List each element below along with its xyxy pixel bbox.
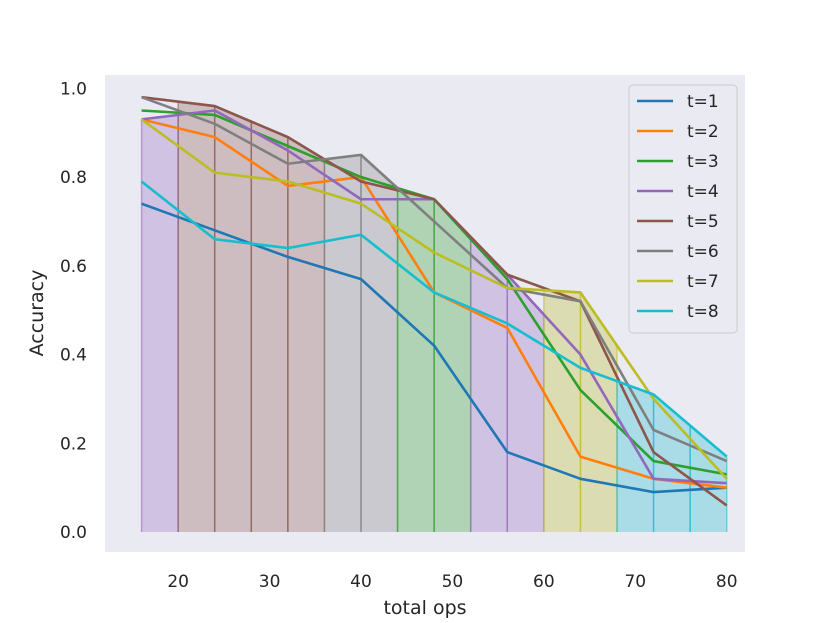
legend-label-t=4: t=4 [687, 182, 719, 202]
legend-label-t=2: t=2 [687, 122, 719, 142]
y-tick-label: 0.8 [60, 168, 87, 188]
series-line-t=7 [140, 118, 728, 480]
band-6 [361, 154, 398, 533]
y-tick-label: 0.4 [60, 346, 87, 366]
band-15 [690, 425, 727, 533]
x-tick-label: 20 [167, 572, 189, 592]
band-0 [141, 114, 179, 533]
y-tick-label: 1.0 [60, 79, 87, 99]
band-1 [178, 101, 215, 533]
band-13 [617, 381, 654, 533]
band-9 [470, 236, 508, 533]
x-tick-label: 40 [350, 572, 372, 592]
band-7 [397, 188, 435, 533]
x-axis-label: total ops [383, 597, 466, 619]
series-lines [140, 95, 728, 507]
band-4 [287, 137, 325, 533]
legend-label-t=7: t=7 [687, 272, 719, 292]
y-axis-ticks: 0.0 0.2 0.4 0.6 0.8 1.0 [60, 79, 87, 543]
band-8 [434, 199, 471, 533]
y-tick-label: 0.0 [60, 523, 87, 543]
legend-label-t=1: t=1 [687, 92, 719, 112]
legend-label-t=8: t=8 [687, 302, 719, 322]
y-axis-label: Accuracy [26, 270, 48, 357]
legend: t=1 t=2 t=3 t=4 t=5 t=6 t=7 t=8 [628, 84, 738, 334]
x-tick-label: 80 [716, 572, 738, 592]
series-line-t=1 [141, 202, 727, 494]
legend-label-t=6: t=6 [687, 242, 719, 262]
series-line-t=6 [141, 95, 728, 463]
legend-label-t=3: t=3 [687, 152, 719, 172]
band-5 [324, 154, 361, 533]
band-3 [251, 121, 288, 533]
x-tick-label: 70 [624, 572, 646, 592]
series-line-t=8 [140, 180, 728, 458]
y-tick-label: 0.6 [60, 257, 87, 277]
x-tick-label: 30 [259, 572, 281, 592]
x-tick-label: 50 [442, 572, 464, 592]
band-12 [580, 292, 617, 533]
band-11 [543, 290, 581, 533]
x-tick-label: 60 [533, 572, 555, 592]
x-axis-ticks: 20 30 40 50 60 70 80 [167, 572, 737, 592]
band-10 [507, 274, 544, 533]
band-2 [214, 106, 252, 533]
legend-label-t=5: t=5 [687, 212, 719, 232]
y-tick-label: 0.2 [60, 434, 87, 454]
best-series-bands [140, 101, 728, 533]
legend-box [628, 84, 738, 334]
series-line-t=5 [141, 95, 728, 507]
